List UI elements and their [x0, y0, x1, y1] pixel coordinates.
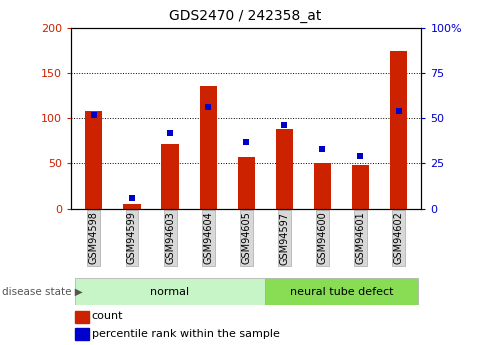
Bar	[199, 86, 217, 209]
Point	[128, 195, 136, 200]
Bar	[352, 165, 369, 209]
Point	[318, 146, 326, 152]
Bar	[276, 129, 293, 209]
Point	[357, 154, 365, 159]
Text: normal: normal	[150, 287, 190, 296]
Bar	[390, 51, 407, 209]
Bar	[74, 310, 89, 323]
Bar	[265, 278, 417, 305]
Point	[242, 139, 250, 145]
Bar	[85, 111, 102, 209]
Point	[166, 130, 174, 135]
Bar	[238, 157, 255, 209]
Bar	[75, 278, 265, 305]
Bar	[314, 164, 331, 209]
Text: GDS2470 / 242358_at: GDS2470 / 242358_at	[169, 9, 321, 23]
Text: disease state ▶: disease state ▶	[2, 287, 83, 296]
Point	[280, 122, 288, 128]
Bar	[162, 144, 179, 209]
Bar	[123, 204, 141, 209]
Point	[204, 105, 212, 110]
Text: percentile rank within the sample: percentile rank within the sample	[92, 329, 280, 338]
Text: neural tube defect: neural tube defect	[290, 287, 393, 296]
Text: count: count	[92, 312, 123, 321]
Bar	[74, 328, 89, 340]
Point	[90, 112, 98, 117]
Point	[394, 108, 402, 114]
